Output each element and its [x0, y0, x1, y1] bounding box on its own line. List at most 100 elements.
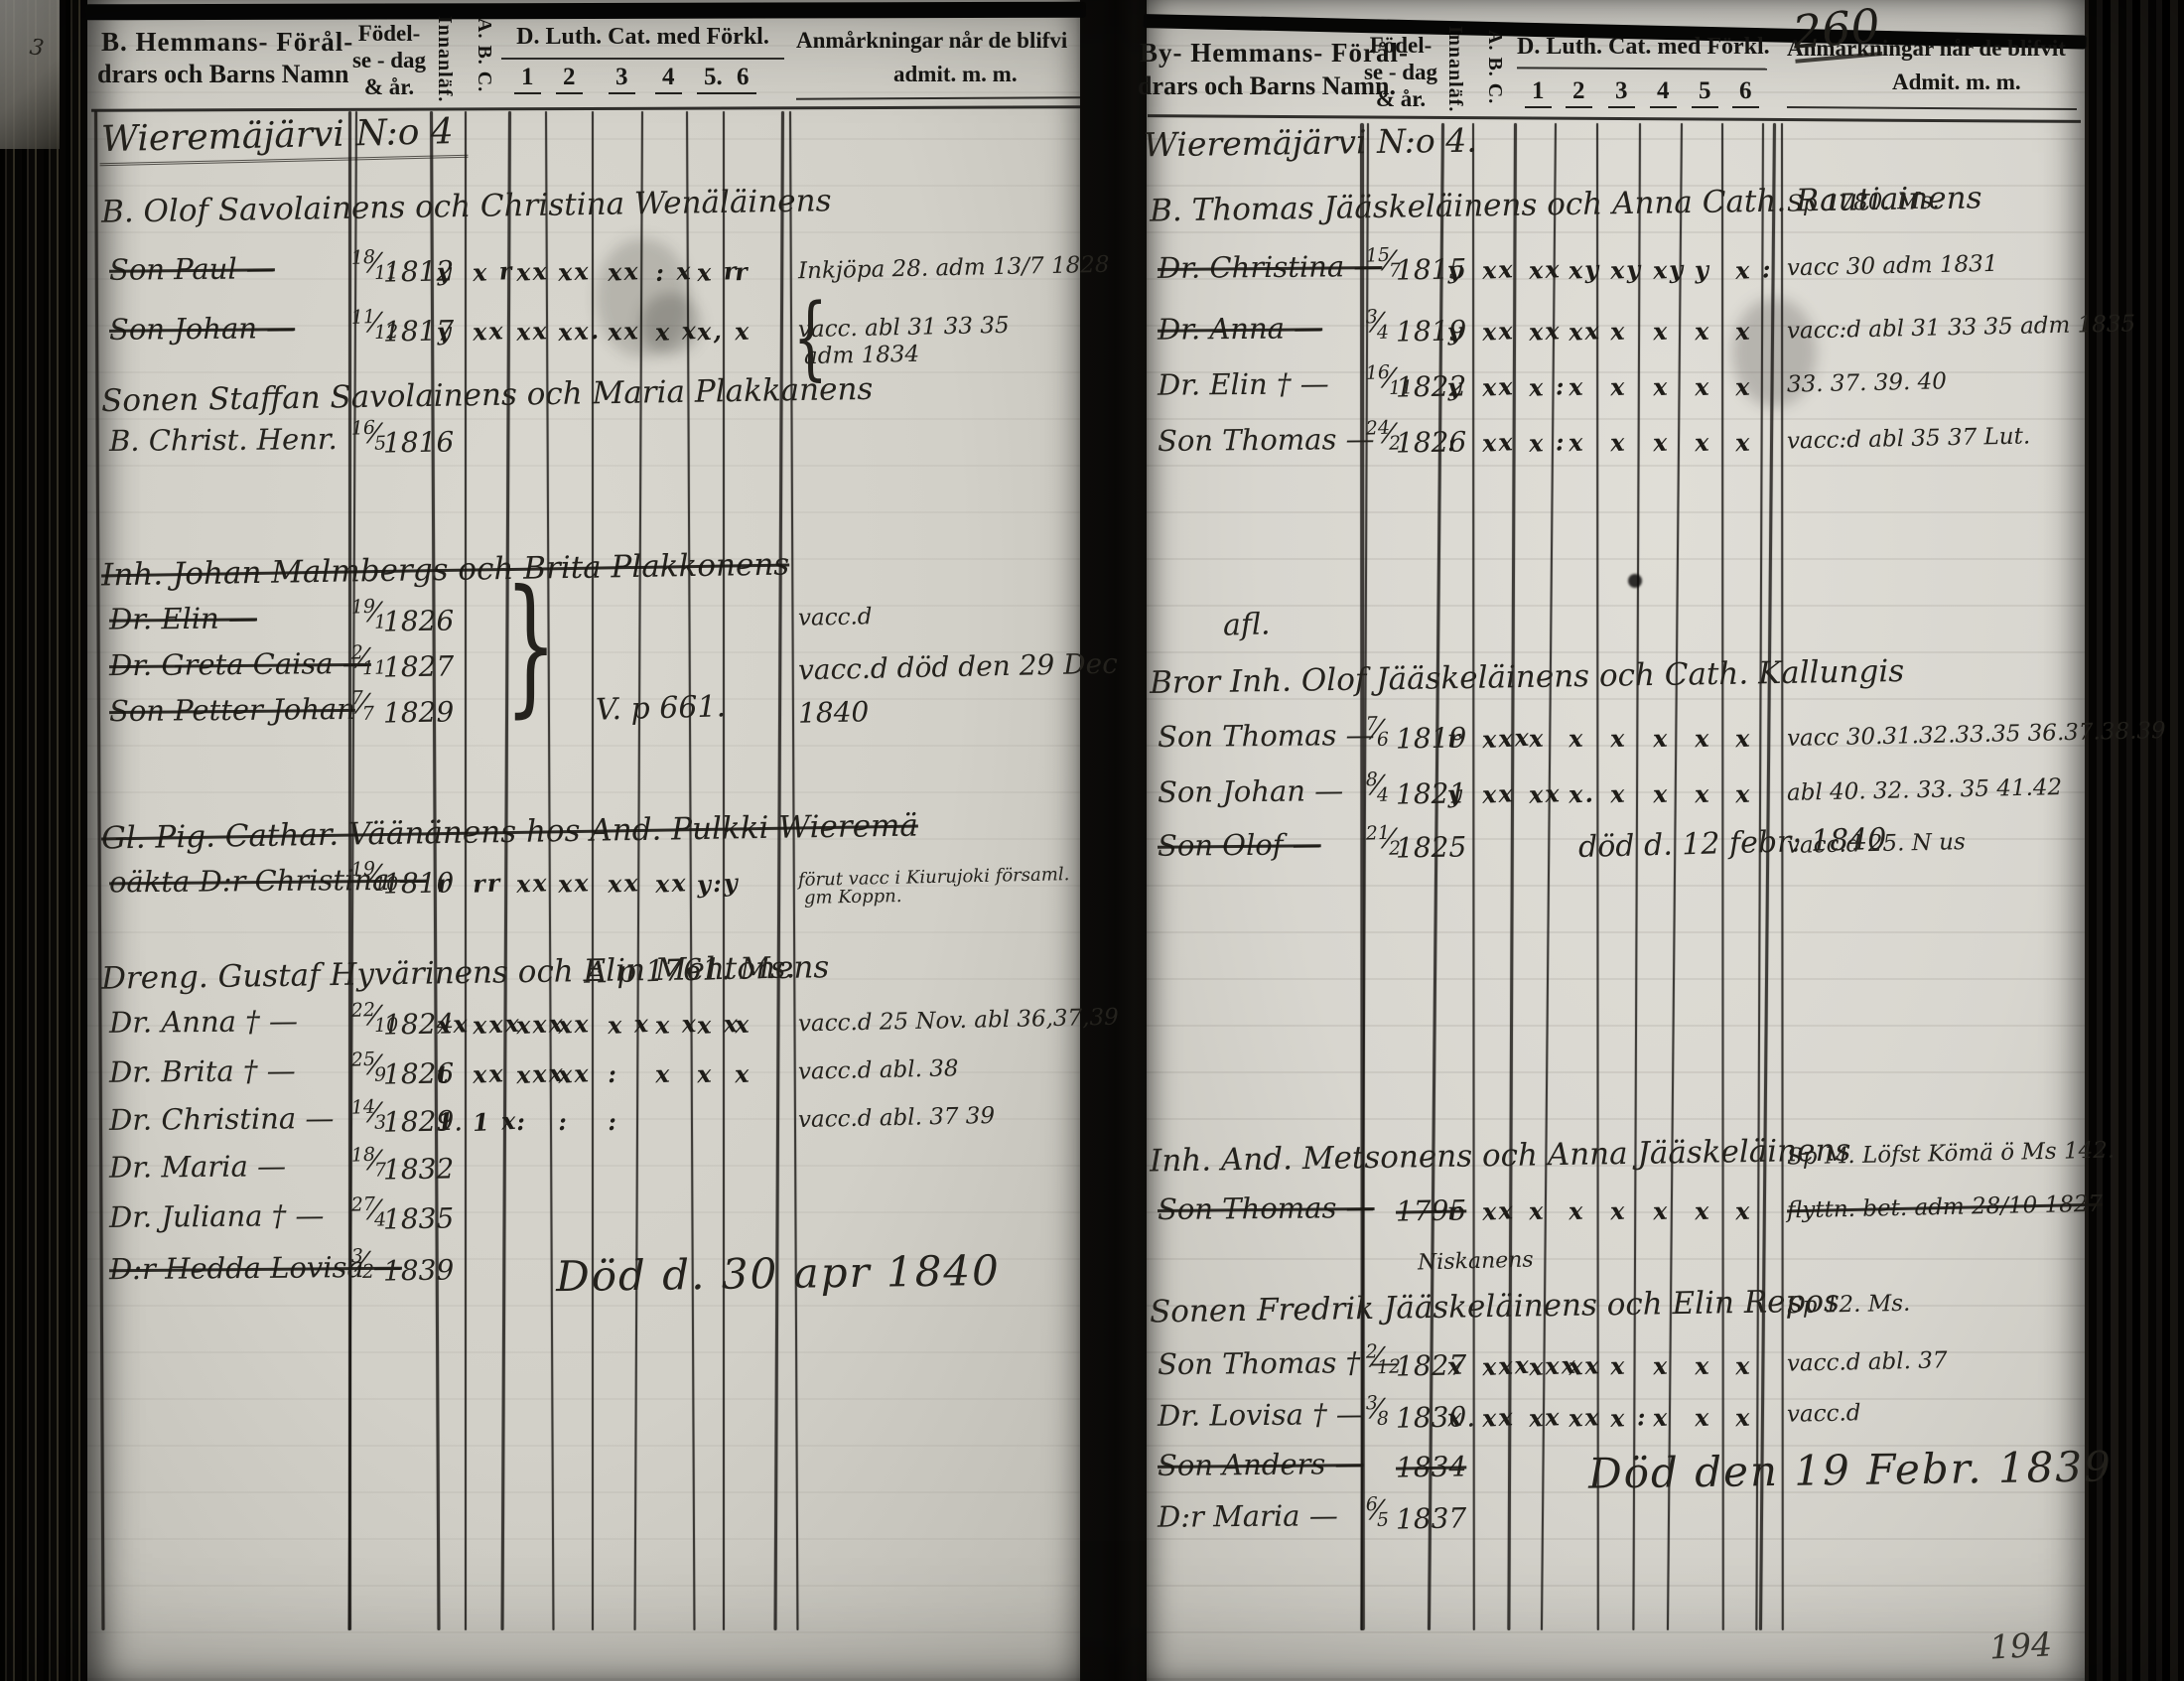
birth-year: 1832	[382, 1152, 455, 1187]
row-note: V. p 661.	[595, 689, 727, 728]
catechism-mark: x	[1694, 1402, 1712, 1433]
birth-day: 7⁄6	[1365, 713, 1389, 751]
left-header-names-col-line2: drars och Barns Namn	[97, 60, 349, 88]
catechism-col-number: 2	[556, 64, 583, 94]
birth-day-part: 11	[350, 305, 376, 329]
catechism-mark: x	[734, 316, 752, 347]
catechism-mark: r	[436, 868, 453, 899]
right-header-reading-col: Innanläf.	[1444, 26, 1466, 113]
catechism-mark: x :	[1528, 371, 1568, 402]
catechism-mark: x	[1652, 778, 1671, 809]
birth-day: 3⁄8	[1365, 1392, 1389, 1430]
birth-day-part: 18	[350, 1143, 376, 1167]
left-margin-paper-sliver	[0, 0, 60, 149]
child-name: Son Thomas —	[1157, 1191, 1375, 1226]
catechism-mark: x	[1734, 1402, 1753, 1433]
remark: vacc.d	[797, 604, 873, 631]
birth-day-part: 14	[350, 1095, 376, 1119]
catechism-mark: xx	[1481, 1195, 1516, 1226]
catechism-col-number: 6	[730, 64, 756, 94]
right-page	[1147, 0, 2085, 1681]
birth-day-part: 19	[350, 857, 376, 881]
catechism-mark: xxx	[1481, 1349, 1532, 1382]
remark: 1840	[797, 695, 870, 730]
child-name: Son Anders —	[1157, 1447, 1364, 1482]
child-name: Son Petter Johan	[108, 691, 356, 729]
left-header-birth-col: Födel- se - dag & år.	[349, 20, 429, 100]
catechism-mark: x :	[1609, 1402, 1649, 1433]
catechism-mark: x x	[654, 1008, 699, 1041]
birth-day-part: 18	[350, 245, 376, 269]
column-rule	[465, 111, 467, 1630]
catechism-mark: x x	[607, 1008, 651, 1041]
catechism-mark: xx	[557, 256, 592, 287]
catechism-mark: y	[1446, 371, 1464, 402]
catechism-mark: xx	[1481, 254, 1516, 285]
birth-day-part: 15	[1365, 243, 1391, 267]
catechism-mark: xy	[1568, 254, 1602, 285]
bottom-page-number: 194	[1988, 1624, 2053, 1667]
catechism-mark: x r	[696, 255, 740, 288]
catechism-mark: y	[436, 316, 454, 347]
birth-day-part: 16	[350, 416, 376, 440]
catechism-mark: xx.	[557, 315, 602, 348]
remark: vacc. abl 31 33 35	[797, 312, 1010, 344]
catechism-mark: x	[1609, 723, 1628, 754]
catechism-mark: xx	[436, 1009, 471, 1040]
child-name: Dr. Elin † —	[1157, 366, 1329, 402]
catechism-mark: :	[1446, 427, 1459, 458]
center-gutter-shadow	[1075, 0, 1149, 1681]
catechism-mark: xx	[557, 868, 592, 899]
remark: vacc.d	[1786, 1400, 1861, 1428]
child-name: Son Johan —	[1157, 773, 1344, 809]
catechism-mark: x :	[1734, 254, 1774, 285]
remark: vacc.d abl. 37	[1786, 1347, 1948, 1377]
catechism-col-number: 3	[609, 64, 635, 94]
left-catechism-underline	[501, 58, 784, 60]
remark-line2: gm Koppn.	[803, 885, 902, 910]
birth-day-part: 19	[350, 595, 376, 619]
birth-day-part: 24	[1365, 416, 1391, 440]
catechism-mark: xx	[607, 316, 641, 347]
child-name: Dr. Christina —	[108, 1101, 335, 1137]
child-name: Son Olof —	[1157, 827, 1321, 863]
birth-day-part: 25	[350, 1048, 376, 1071]
right-header-birth-col: Födel- se - dag & år.	[1362, 32, 1439, 112]
catechism-mark: x	[1609, 1350, 1628, 1381]
catechism-mark: x	[696, 1058, 715, 1089]
row-note: A p 1761. Ms.	[585, 950, 796, 991]
catechism-mark: r	[1446, 1195, 1463, 1226]
catechism-mark: x	[1694, 723, 1712, 754]
catechism-mark: 1	[436, 1106, 457, 1137]
left-birth-line3: & år.	[363, 74, 415, 99]
catechism-col-number: 5.	[697, 64, 730, 94]
column-rule	[592, 111, 594, 1630]
child-name: Dr. Juliana † —	[108, 1198, 325, 1234]
birth-year: 1825	[1395, 830, 1467, 865]
birth-year: 1835	[382, 1201, 455, 1236]
birth-day-part: 8	[1376, 1407, 1390, 1431]
catechism-col-number: 4	[1650, 77, 1677, 108]
left-header-remarks-line1: Anmårkningar når de blifvi	[796, 28, 1068, 53]
child-name: B. Christ. Henr.	[108, 421, 338, 459]
catechism-mark: xx	[472, 1058, 506, 1089]
catechism-mark: x	[1652, 723, 1671, 754]
catechism-mark: x	[1528, 723, 1547, 754]
row-note: Död den 19 Febr. 1839	[1587, 1442, 2114, 1498]
catechism-col-number: 2	[1566, 77, 1592, 108]
catechism-mark: :	[515, 1106, 528, 1137]
catechism-mark: r	[734, 256, 751, 287]
catechism-mark: x	[1568, 723, 1586, 754]
child-name: Son Johan —	[108, 311, 296, 347]
book-binding-right-edge	[2081, 0, 2184, 1681]
birth-day: 16⁄5	[350, 416, 386, 455]
catechism-mark: x	[1652, 371, 1671, 402]
catechism-mark: y	[1446, 254, 1464, 285]
catechism-mark: xx	[515, 316, 550, 347]
left-header-names-col-line1: B. Hemmans- Förål-	[101, 27, 354, 57]
remark: vacc:d abl 35 37 Lut.	[1786, 423, 2031, 455]
child-name: Son Thomas —	[1157, 422, 1375, 458]
catechism-mark: xx	[1481, 427, 1516, 458]
catechism-mark: y	[1446, 316, 1464, 347]
